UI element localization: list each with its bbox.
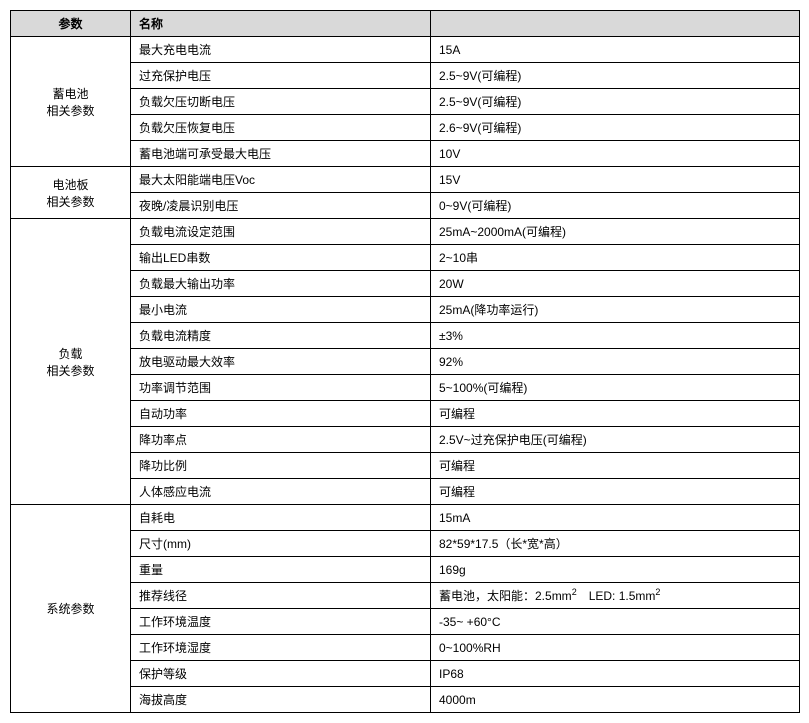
param-name: 海拔高度 [131, 687, 431, 713]
param-name: 最小电流 [131, 297, 431, 323]
spec-table: 参数 名称 蓄电池相关参数最大充电电流15A过充保护电压2.5~9V(可编程)负… [10, 10, 800, 713]
header-row: 参数 名称 [11, 11, 800, 37]
param-value: 15A [431, 37, 800, 63]
param-name: 自耗电 [131, 505, 431, 531]
param-value: 4000m [431, 687, 800, 713]
group-title: 电池板相关参数 [11, 167, 131, 219]
param-name: 保护等级 [131, 661, 431, 687]
param-value: 可编程 [431, 453, 800, 479]
param-value: 2.5~9V(可编程) [431, 89, 800, 115]
param-name: 输出LED串数 [131, 245, 431, 271]
param-value: 169g [431, 557, 800, 583]
param-value: 20W [431, 271, 800, 297]
param-name: 负载电流设定范围 [131, 219, 431, 245]
param-value: 25mA~2000mA(可编程) [431, 219, 800, 245]
param-value: 2.5V~过充保护电压(可编程) [431, 427, 800, 453]
header-param: 参数 [11, 11, 131, 37]
param-value: 2~10串 [431, 245, 800, 271]
group-title: 负载相关参数 [11, 219, 131, 505]
param-value: 5~100%(可编程) [431, 375, 800, 401]
param-value: -35~ +60°C [431, 609, 800, 635]
param-name: 自动功率 [131, 401, 431, 427]
param-value: 15V [431, 167, 800, 193]
param-name: 最大充电电流 [131, 37, 431, 63]
param-value: 15mA [431, 505, 800, 531]
param-name: 人体感应电流 [131, 479, 431, 505]
table-row: 电池板相关参数最大太阳能端电压Voc15V [11, 167, 800, 193]
param-value: 2.5~9V(可编程) [431, 63, 800, 89]
param-value: 82*59*17.5（长*宽*高） [431, 531, 800, 557]
param-name: 负载欠压恢复电压 [131, 115, 431, 141]
param-name: 尺寸(mm) [131, 531, 431, 557]
param-value: 0~100%RH [431, 635, 800, 661]
param-value: 可编程 [431, 401, 800, 427]
header-name: 名称 [131, 11, 431, 37]
param-name: 负载最大输出功率 [131, 271, 431, 297]
table-row: 蓄电池相关参数最大充电电流15A [11, 37, 800, 63]
param-value: 10V [431, 141, 800, 167]
param-value: 2.6~9V(可编程) [431, 115, 800, 141]
param-name: 过充保护电压 [131, 63, 431, 89]
group-title: 系统参数 [11, 505, 131, 713]
param-value: IP68 [431, 661, 800, 687]
param-value: 可编程 [431, 479, 800, 505]
param-name: 负载电流精度 [131, 323, 431, 349]
table-row: 系统参数自耗电15mA [11, 505, 800, 531]
param-name: 工作环境湿度 [131, 635, 431, 661]
header-value [431, 11, 800, 37]
table-row: 负载相关参数负载电流设定范围25mA~2000mA(可编程) [11, 219, 800, 245]
param-name: 降功比例 [131, 453, 431, 479]
table-body: 蓄电池相关参数最大充电电流15A过充保护电压2.5~9V(可编程)负载欠压切断电… [11, 37, 800, 713]
param-name: 最大太阳能端电压Voc [131, 167, 431, 193]
group-title: 蓄电池相关参数 [11, 37, 131, 167]
param-name: 放电驱动最大效率 [131, 349, 431, 375]
param-value: ±3% [431, 323, 800, 349]
param-value: 0~9V(可编程) [431, 193, 800, 219]
param-name: 功率调节范围 [131, 375, 431, 401]
param-name: 降功率点 [131, 427, 431, 453]
param-name: 工作环境温度 [131, 609, 431, 635]
param-name: 蓄电池端可承受最大电压 [131, 141, 431, 167]
param-name: 推荐线径 [131, 583, 431, 609]
param-name: 负载欠压切断电压 [131, 89, 431, 115]
param-name: 重量 [131, 557, 431, 583]
param-value: 92% [431, 349, 800, 375]
param-name: 夜晚/凌晨识别电压 [131, 193, 431, 219]
param-value: 25mA(降功率运行) [431, 297, 800, 323]
param-value: 蓄电池，太阳能：2.5mm2 LED: 1.5mm2 [431, 583, 800, 609]
